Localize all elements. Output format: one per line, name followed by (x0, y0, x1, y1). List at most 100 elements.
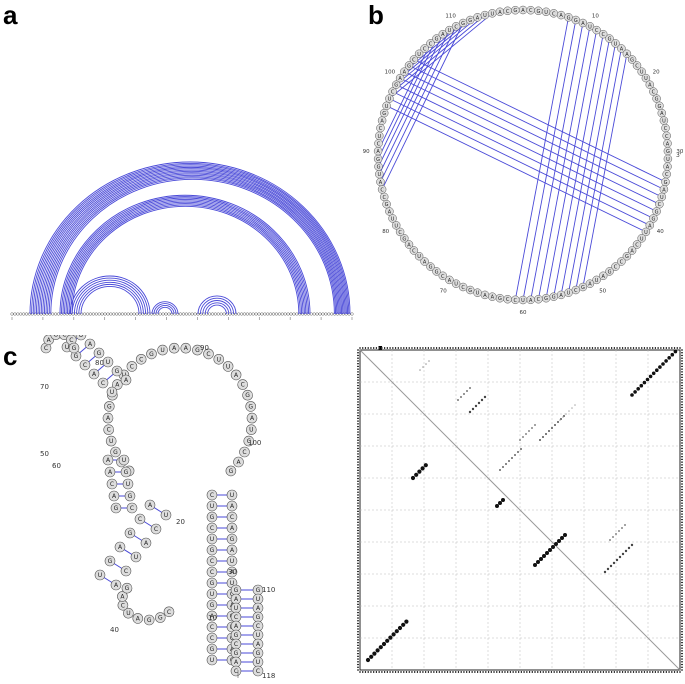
edge-tick (357, 483, 359, 485)
edge-tick (362, 671, 364, 673)
panel-c-label: c (3, 341, 18, 371)
pair-dot (551, 545, 555, 549)
edge-tick (681, 464, 683, 466)
edge-tick (455, 347, 457, 349)
edge-tick (681, 406, 683, 409)
svg-text:C: C (121, 602, 125, 609)
base-node: A (180, 342, 192, 354)
pair-dot (670, 352, 675, 357)
edge-tick (367, 671, 369, 673)
pair-dot (557, 421, 559, 423)
edge-tick (357, 535, 359, 537)
base-node: A (488, 292, 497, 301)
edge-tick (548, 671, 550, 673)
edge-tick (357, 434, 359, 436)
base-node: G (465, 15, 475, 25)
base-node: A (120, 374, 132, 386)
edge-tick (392, 347, 394, 349)
svg-text:C: C (635, 243, 639, 249)
base-node: U (585, 22, 595, 31)
svg-text:A: A (256, 641, 261, 648)
edge-tick (357, 592, 359, 595)
panel-b-label: b (368, 0, 384, 30)
svg-text:U: U (210, 591, 214, 598)
pair-dot (536, 560, 540, 564)
base-pair-chord (399, 77, 660, 205)
edge-tick (591, 347, 594, 349)
svg-text:C: C (412, 249, 416, 255)
pair-dot (648, 374, 653, 379)
base-node: G (432, 267, 441, 276)
svg-text:G: G (429, 265, 433, 271)
svg-text:A: A (148, 502, 153, 509)
edge-tick (468, 347, 471, 349)
edge-tick (357, 565, 359, 567)
pair-dot (525, 433, 527, 435)
edge-tick (357, 431, 359, 433)
svg-text:C: C (242, 449, 246, 456)
edge-tick (357, 652, 359, 655)
pair-dot (618, 530, 620, 532)
base-node: G (104, 555, 116, 567)
edge-tick (457, 347, 460, 349)
edge-tick (638, 347, 640, 349)
base-node (312, 312, 316, 316)
edge-tick (357, 349, 359, 351)
base-node: C (206, 632, 218, 644)
edge-tick (681, 562, 683, 564)
edge-tick (681, 395, 683, 398)
base-pair-arc (47, 176, 338, 315)
svg-text:C: C (230, 514, 234, 521)
edge-tick (357, 467, 359, 469)
base-pair-chord (553, 34, 604, 297)
base-node: C (379, 192, 389, 202)
edge-tick (567, 347, 569, 349)
edge-tick (501, 671, 503, 673)
edge-tick (583, 671, 585, 673)
pair-dot (457, 399, 459, 401)
base-node: G (495, 293, 505, 303)
svg-text:G: G (149, 351, 154, 358)
base-node (51, 312, 55, 316)
svg-text:U: U (394, 223, 398, 229)
edge-tick (681, 551, 683, 553)
svg-text:A: A (620, 47, 624, 53)
base-node (274, 312, 278, 316)
edge-tick (681, 442, 683, 444)
edge-tick (414, 671, 416, 673)
svg-text:A: A (379, 180, 383, 186)
edge-tick (681, 508, 683, 510)
edge-tick (463, 347, 465, 349)
svg-text:C: C (62, 335, 66, 339)
edge-tick (357, 644, 359, 646)
base-node (167, 312, 171, 316)
svg-text:G: G (128, 493, 133, 500)
edge-tick (649, 347, 651, 349)
svg-text:U: U (490, 11, 494, 17)
base-node: U (375, 169, 384, 179)
svg-text:C: C (665, 172, 669, 178)
edge-tick (357, 551, 359, 553)
edge-tick (357, 513, 359, 515)
pair-dot (633, 390, 637, 394)
svg-text:A: A (491, 295, 495, 301)
base-pair-chord (568, 43, 616, 293)
base-node (292, 312, 296, 316)
base-node (213, 312, 217, 316)
edge-tick (681, 658, 683, 660)
base-node: G (426, 262, 435, 271)
base-node: U (106, 386, 118, 398)
edge-tick (681, 363, 683, 365)
edge-tick (545, 671, 547, 673)
base-node: U (252, 593, 264, 605)
pair-dot (568, 410, 570, 412)
base-pair-chord (389, 98, 650, 226)
edge-tick (357, 639, 359, 641)
svg-text:U: U (226, 363, 230, 370)
svg-text:U: U (256, 596, 260, 603)
svg-text:G: G (385, 202, 389, 208)
edge-tick (357, 447, 359, 450)
base-node: U (385, 94, 394, 103)
edge-tick (559, 347, 561, 349)
edge-tick (357, 423, 359, 425)
